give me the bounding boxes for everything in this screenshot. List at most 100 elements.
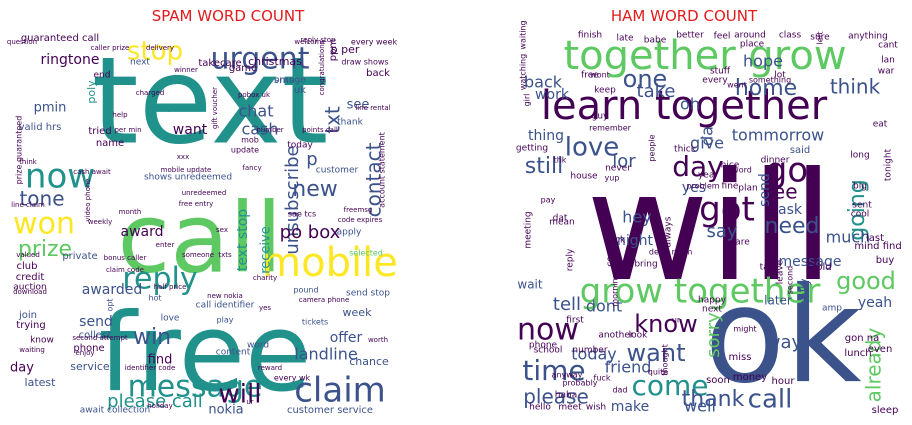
spam-word-pound: pound <box>293 286 318 295</box>
spam-word-prize: prize <box>18 237 72 262</box>
spam-word-nokia: nokia <box>208 403 243 418</box>
spam-word-chat: chat <box>238 102 273 121</box>
spam-word-line-claim: line claim <box>11 201 45 209</box>
spam-word-po-box: po box <box>280 222 341 243</box>
spam-word-text: text <box>92 33 329 172</box>
spam-word-christmas: christmas <box>248 55 302 68</box>
spam-word-text-stop: text stop <box>235 209 251 271</box>
spam-chart-title: SPAM WORD COUNT <box>151 7 305 25</box>
spam-word-will: will <box>219 380 262 410</box>
spam-word-txt: txt <box>321 106 345 134</box>
spam-word-mob: mob <box>241 136 259 145</box>
spam-word-message: message <box>128 370 263 405</box>
spam-word-shows-unredeemed: shows unredeemed <box>144 173 232 183</box>
spam-word-camera-phone: camera phone <box>299 296 350 304</box>
spam-word-points-call: points call <box>302 126 338 134</box>
spam-word-customer: customer <box>316 166 359 176</box>
spam-word-chance: chance <box>349 355 389 368</box>
spam-word-call-identifier: call identifier <box>196 301 255 311</box>
spam-word-ppm: ppm <box>328 39 339 61</box>
spam-word-customer-service: customer service <box>287 405 373 416</box>
spam-word-valid-hrs: valid hrs <box>19 122 62 133</box>
spam-word-opt: opt <box>106 298 115 311</box>
spam-word-yes: yes <box>259 304 271 312</box>
spam-word-game: game <box>229 63 257 74</box>
spam-word-video-phone: video phone <box>84 178 92 221</box>
spam-word-enjoy: enjoy <box>75 349 94 357</box>
spam-word-takecare: takecare <box>198 58 241 69</box>
spam-word-line-rental: line rental <box>355 104 390 112</box>
spam-word-guaranteed-call: guaranteed call <box>21 33 99 44</box>
spam-word-holiday: holiday <box>147 402 172 410</box>
spam-word-pobox-uk: pobox uk <box>238 91 271 99</box>
spam-word-free: free <box>99 291 312 416</box>
spam-word-stop: stop <box>127 37 183 67</box>
spam-word-credit: credit <box>16 272 45 283</box>
spam-word-question: question <box>7 38 37 46</box>
spam-word-contact: contact <box>362 142 386 217</box>
spam-word-gift-voucher: gift voucher <box>211 87 219 129</box>
spam-word-private: private <box>62 251 97 262</box>
spam-word-cash-await: cash await <box>73 168 111 176</box>
spam-word-next: next <box>130 58 150 68</box>
spam-word-fancy: fancy <box>242 164 261 172</box>
spam-word-unsubscribe: unsubscribe <box>282 145 303 254</box>
spam-word-free-entry: free entry <box>179 200 214 208</box>
spam-word-ringtone: ringtone <box>41 52 100 68</box>
spam-word-mobile: mobile <box>262 240 398 286</box>
spam-word-ur: ur <box>246 398 253 406</box>
spam-word-find: find <box>148 353 173 368</box>
spam-word-pmin: pmin <box>34 101 67 116</box>
spam-word-collect: collect <box>79 330 112 341</box>
spam-word-every-wk: every wk <box>274 374 311 383</box>
spam-word-draw-shows: draw shows <box>341 58 388 67</box>
spam-word-half-price: half price <box>154 283 187 291</box>
spam-word-charity: charity <box>253 274 277 282</box>
spam-word-club: club <box>17 261 38 272</box>
spam-word-second-attempt: second attempt <box>72 334 128 342</box>
ham-chart-title: HAM WORD COUNT <box>610 7 758 25</box>
spam-word-unredeemed: unredeemed <box>182 189 227 197</box>
spam-word-thank: thank <box>337 118 363 128</box>
spam-word-poly: poly <box>85 80 98 104</box>
spam-word-receive: receive <box>259 226 274 274</box>
spam-word-new-nokia: new nokia <box>207 292 243 300</box>
spam-word-please-call: please call <box>107 391 203 412</box>
spam-word-number: number <box>256 126 283 134</box>
spam-word-claim: claim <box>294 371 386 411</box>
spam-word-trying: trying <box>16 320 45 331</box>
spam-word-orange: orange <box>274 76 306 86</box>
spam-word-prize-guaranteed: prize guaranteed <box>15 116 24 185</box>
spam-word-tone: tone <box>19 187 64 211</box>
spam-word-welcome: welcome <box>294 38 325 46</box>
spam-word-download: download <box>13 288 47 296</box>
spam-word-sae-tcs: sae tcs <box>288 210 316 219</box>
spam-word-join: join <box>18 310 37 321</box>
spam-word-valued: valued <box>16 251 40 259</box>
spam-word-enter: enter <box>156 241 175 249</box>
spam-word-week: week <box>343 306 373 319</box>
spam-word-per-min: per min <box>114 126 141 134</box>
spam-word-apply: apply <box>337 228 362 238</box>
spam-word-award: award <box>120 224 163 240</box>
spam-word-mobile-update: mobile update <box>161 166 212 174</box>
spam-word-won: won <box>13 207 75 242</box>
spam-word-think: think <box>19 158 38 166</box>
spam-word-worth: worth <box>368 336 388 344</box>
spam-word-p-per: p per <box>331 43 360 56</box>
spam-word-every-week: every week <box>351 38 398 47</box>
spam-word-xxx: xxx <box>177 153 189 161</box>
spam-word-caller-prize: caller prize <box>91 44 130 52</box>
spam-word-phone: phone <box>73 343 104 354</box>
spam-word-uk: uk <box>294 85 306 96</box>
spam-word-service: service <box>70 360 110 373</box>
spam-word-account-statement: account statement <box>378 132 387 208</box>
spam-word-claim-code: claim code <box>106 266 144 274</box>
spam-word-reward: reward <box>258 364 282 372</box>
spam-word-hot: hot <box>148 294 161 303</box>
spam-word-tickets: tickets <box>302 318 328 327</box>
spam-word-reply: reply <box>122 262 197 297</box>
spam-word-now: now <box>25 157 95 197</box>
spam-word-latest: latest <box>25 376 57 389</box>
